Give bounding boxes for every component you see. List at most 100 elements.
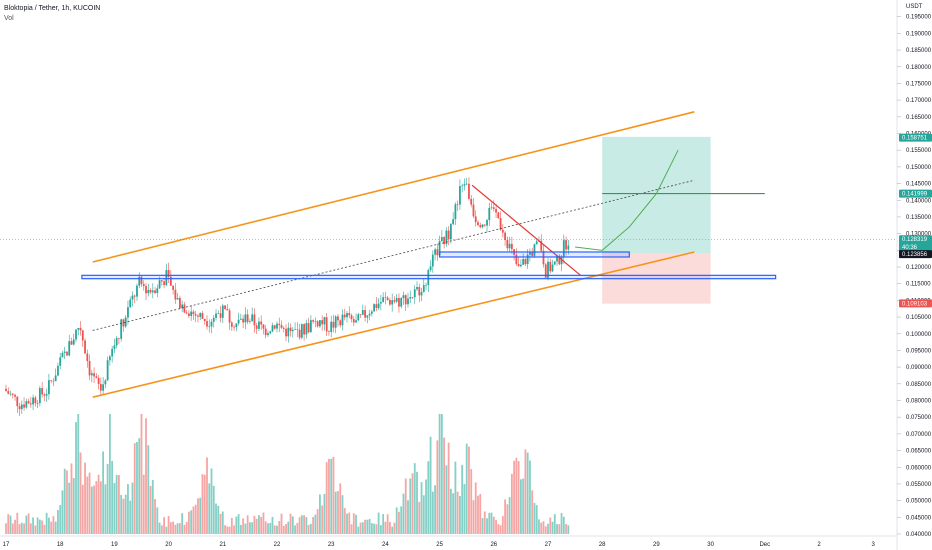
volume-bar [172, 521, 175, 534]
volume-bar [468, 446, 470, 534]
volume-bar [75, 422, 77, 534]
candle-body [16, 396, 19, 407]
candle-body [136, 285, 138, 297]
volume-bar [36, 517, 39, 534]
candle-body [70, 341, 73, 345]
candle-body [319, 320, 321, 327]
candle-body [515, 254, 518, 265]
candle-body [169, 276, 172, 286]
support-zone-upper [439, 251, 630, 258]
candle-body [97, 377, 100, 385]
volume-bar [524, 449, 527, 534]
candle-body [547, 261, 549, 278]
price-tick-label: 0.120000 [906, 265, 932, 271]
volume-bar [461, 464, 464, 534]
volume-bar [280, 513, 283, 534]
candle-body [138, 276, 141, 286]
volume-bar [59, 505, 62, 534]
time-tick-label: 28 [599, 542, 606, 548]
volume-bar [560, 513, 563, 534]
volume-bar [169, 522, 172, 534]
time-tick-label: 27 [545, 542, 552, 548]
price-tick-label: 0.105000 [906, 315, 932, 321]
candle-body [118, 338, 120, 339]
volume-bar [226, 526, 229, 534]
candle-body [443, 237, 446, 245]
volume-bar [488, 512, 491, 534]
price-tick-label: 0.170000 [906, 98, 932, 104]
volume-bar [300, 515, 303, 534]
candle-body [131, 295, 134, 300]
time-tick-label: 19 [111, 542, 118, 548]
volume-bar [389, 522, 391, 534]
candle-body [32, 397, 34, 405]
volume-bar [221, 511, 224, 534]
volume-bar [93, 485, 95, 534]
volume-bar [16, 512, 19, 534]
candle-body [461, 185, 464, 187]
volume-bar [246, 515, 249, 534]
volume-bar [54, 521, 57, 534]
price-tick-label: 0.070000 [906, 432, 932, 438]
candle-body [373, 304, 376, 312]
volume-bar [443, 437, 446, 534]
candle-body [75, 329, 77, 340]
volume-bar [43, 524, 46, 534]
volume-bar [255, 518, 258, 534]
volume-bar [368, 518, 371, 534]
time-axis: 17 18 19 20 21 22 23 24 25 26 27 28 29 30 Dec 2 3 [3, 542, 876, 548]
volume-bar [350, 524, 353, 534]
candle-body [199, 313, 202, 317]
volume-bar [440, 414, 443, 534]
candle-body [323, 317, 326, 325]
volume-bar [72, 478, 75, 534]
candle-body [215, 313, 217, 318]
volume-bar [154, 499, 156, 534]
candle-body [113, 345, 116, 349]
price-tick-label: 0.135000 [906, 215, 932, 221]
candle-body [90, 373, 93, 376]
candle-body [156, 288, 159, 294]
volume-bar [9, 515, 12, 534]
volume-bar [145, 418, 147, 534]
candle-body [282, 327, 285, 329]
candle-body [41, 388, 44, 395]
volume-bar [486, 518, 488, 534]
volume-bar [355, 514, 357, 534]
volume-bar [422, 495, 425, 534]
volume-bar [14, 519, 16, 534]
candle-body [316, 321, 319, 327]
price-axis-unit: USDT [906, 4, 923, 10]
candle-body [183, 304, 186, 313]
candle-body [321, 320, 324, 325]
volume-bar [379, 525, 382, 534]
volume-bar [305, 517, 308, 534]
volume-bar [391, 526, 394, 534]
price-badge-label: 0.158751 [902, 136, 928, 142]
volume-bar [517, 461, 520, 534]
candle-body [517, 264, 520, 267]
candle-body [86, 353, 89, 362]
volume-bar [217, 505, 220, 534]
candle-body [427, 270, 430, 286]
volume-bar [215, 503, 217, 534]
volume-bar [264, 521, 267, 534]
candle-body [140, 276, 143, 285]
volume-bar [377, 512, 380, 534]
candle-body [429, 266, 432, 271]
candle-body [61, 352, 64, 358]
candle-body [377, 303, 380, 308]
candle-body [343, 314, 346, 318]
candle-body [294, 329, 296, 331]
volume-bar [289, 513, 292, 534]
volume-bar [533, 503, 536, 534]
candle-body [438, 241, 441, 256]
candle-body [239, 318, 242, 320]
volume-bar [332, 456, 335, 534]
candle-body [452, 219, 455, 225]
candle-body [99, 384, 102, 391]
volume-bar [88, 472, 91, 534]
candle-body [395, 298, 398, 302]
candle-body [233, 326, 235, 328]
